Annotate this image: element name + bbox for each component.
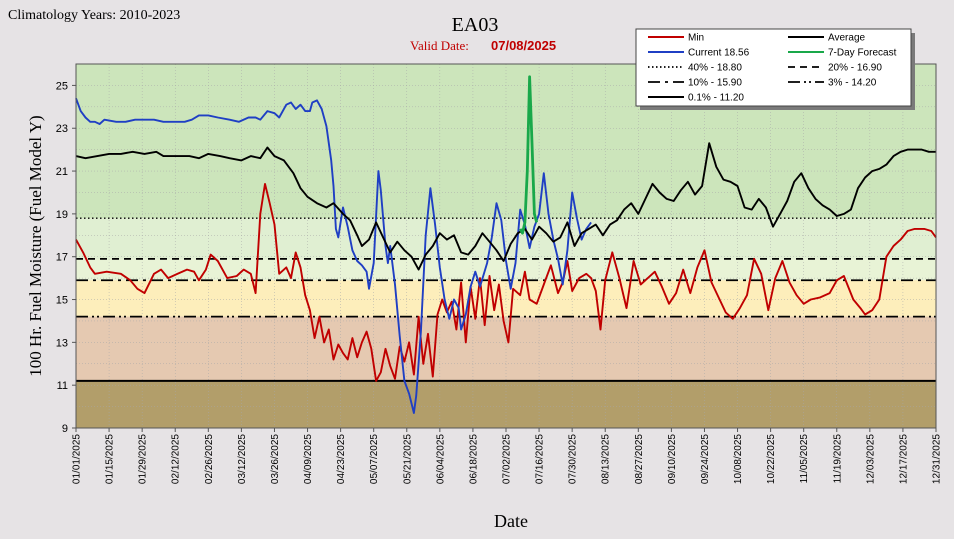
- x-tick-label: 12/31/2025: [932, 434, 943, 484]
- x-tick-label: 07/02/2025: [502, 434, 513, 484]
- legend: Min Average Current 18.56 7-Day Forecast 40%…: [635, 28, 915, 110]
- legend-label: 40% - 18.80: [688, 63, 742, 74]
- x-tick-label: 09/24/2025: [700, 434, 711, 484]
- y-tick-label: 19: [56, 209, 68, 221]
- x-tick-label: 06/04/2025: [435, 434, 446, 484]
- x-tick-label: 10/08/2025: [733, 434, 744, 484]
- x-tick-label: 11/05/2025: [799, 434, 810, 484]
- x-tick-label: 01/15/2025: [105, 434, 116, 484]
- series-line: [518, 75, 539, 235]
- x-tick-label: 04/23/2025: [336, 434, 347, 484]
- legend-label: Average: [828, 33, 866, 44]
- y-tick-label: 25: [56, 80, 68, 92]
- legend-label: 10% - 15.90: [688, 78, 742, 89]
- threshold-lines: [76, 217, 936, 382]
- x-tick-label: 07/30/2025: [568, 434, 579, 484]
- x-tick-label: 02/12/2025: [171, 434, 182, 484]
- x-tick-label: 12/03/2025: [865, 434, 876, 484]
- series-line: [75, 142, 936, 271]
- y-tick-label: 13: [56, 337, 68, 349]
- valid-date-value: 07/08/2025: [491, 38, 556, 53]
- x-tick-label: 03/12/2025: [237, 434, 248, 484]
- valid-date-label: Valid Date:: [410, 38, 469, 53]
- y-axis-label: 100 Hr. Fuel Moisture (Fuel Model Y): [26, 115, 45, 376]
- series-line: [75, 97, 592, 414]
- x-tick-label: 10/22/2025: [766, 434, 777, 484]
- x-tick-label: 04/09/2025: [303, 434, 314, 484]
- legend-label: Min: [688, 33, 704, 44]
- x-tick-label: 05/21/2025: [402, 434, 413, 484]
- y-tick-label: 23: [56, 123, 68, 135]
- y-tick-label: 11: [57, 380, 68, 392]
- x-tick-label: 08/27/2025: [634, 434, 645, 484]
- legend-label: 20% - 16.90: [828, 63, 882, 74]
- y-tick-label: 9: [62, 423, 68, 435]
- x-axis-ticks: 01/01/2025 01/15/2025 01/29/2025 02/12/2025…: [72, 428, 943, 484]
- x-tick-label: 03/26/2025: [270, 434, 281, 484]
- y-tick-label: 15: [56, 295, 68, 307]
- x-tick-label: 11/19/2025: [832, 434, 843, 484]
- x-tick-label: 09/10/2025: [667, 434, 678, 484]
- gridlines: [75, 64, 937, 428]
- legend-label: 7-Day Forecast: [828, 48, 897, 59]
- station-title: EA03: [452, 14, 499, 36]
- x-tick-label: 02/26/2025: [204, 434, 215, 484]
- y-tick-label: 17: [56, 252, 68, 264]
- y-tick-label: 21: [56, 166, 68, 178]
- x-tick-label: 07/16/2025: [535, 434, 546, 484]
- x-tick-label: 06/18/2025: [468, 434, 479, 484]
- climatology-years: Climatology Years: 2010-2023: [8, 8, 180, 23]
- x-tick-label: 01/01/2025: [72, 434, 83, 484]
- x-tick-label: 08/13/2025: [601, 434, 612, 484]
- x-tick-label: 05/07/2025: [369, 434, 380, 484]
- legend-label: Current 18.56: [688, 48, 750, 59]
- band-below-01: [76, 380, 936, 428]
- band-3-01: [76, 316, 936, 381]
- x-axis-label: Date: [494, 511, 528, 531]
- legend-label: 0.1% - 11.20: [688, 93, 744, 104]
- x-tick-label: 12/17/2025: [898, 434, 909, 484]
- legend-box: [635, 28, 912, 107]
- legend-label: 3% - 14.20: [828, 78, 877, 89]
- data-series: [75, 75, 937, 414]
- series-line: [75, 182, 937, 382]
- x-tick-label: 01/29/2025: [138, 434, 149, 484]
- y-axis-ticks: 9 11 13 15 17 19 21 23 25: [56, 80, 76, 435]
